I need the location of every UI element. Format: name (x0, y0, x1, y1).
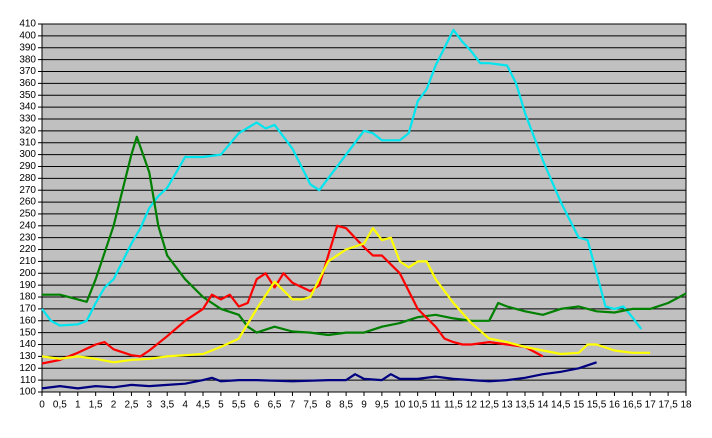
plot-area (42, 24, 686, 392)
x-tick-label: 11 (430, 400, 441, 411)
x-tick-label: 3 (147, 400, 153, 411)
x-tick-label: 4,5 (196, 400, 210, 411)
x-tick-label: 9,5 (375, 400, 389, 411)
y-tick-label: 300 (19, 149, 36, 160)
y-tick-label: 100 (19, 387, 36, 398)
x-tick-label: 16 (609, 400, 621, 411)
x-tick-label: 6 (254, 400, 260, 411)
x-tick-label: 10 (394, 400, 406, 411)
x-tick-label: 8 (325, 400, 331, 411)
x-tick-label: 10,5 (408, 400, 428, 411)
x-tick-label: 5 (218, 400, 224, 411)
y-tick-label: 390 (19, 42, 36, 53)
y-tick-label: 250 (19, 209, 36, 220)
y-tick-label: 200 (19, 268, 36, 279)
y-tick-label: 170 (19, 304, 36, 315)
x-tick-label: 13 (502, 400, 514, 411)
x-tick-label: 15,5 (587, 400, 607, 411)
x-tick-label: 1 (75, 400, 81, 411)
y-tick-label: 160 (19, 315, 36, 326)
y-tick-label: 240 (19, 220, 36, 231)
y-tick-label: 270 (19, 185, 36, 196)
y-tick-label: 140 (19, 339, 36, 350)
x-tick-label: 14 (537, 400, 549, 411)
x-tick-label: 13,5 (515, 400, 535, 411)
y-tick-label: 280 (19, 173, 36, 184)
x-tick-label: 4 (182, 400, 188, 411)
x-tick-label: 14,5 (551, 400, 571, 411)
x-tick-label: 2,5 (124, 400, 138, 411)
y-tick-label: 130 (19, 351, 36, 362)
x-tick-label: 7,5 (303, 400, 317, 411)
y-tick-label: 120 (19, 363, 36, 374)
series-line (41, 28, 643, 330)
series-line (41, 224, 544, 365)
y-tick-label: 150 (19, 327, 36, 338)
x-tick-label: 16,5 (623, 400, 643, 411)
y-tick-label: 370 (19, 66, 36, 77)
x-tick-label: 8,5 (339, 400, 353, 411)
x-tick-label: 12 (466, 400, 478, 411)
x-tick-label: 0 (39, 400, 45, 411)
x-tick-label: 15 (573, 400, 585, 411)
plot-border (41, 23, 687, 393)
y-tick-label: 340 (19, 102, 36, 113)
x-tick-label: 17 (645, 400, 657, 411)
x-tick-label: 1,5 (89, 400, 103, 411)
y-tick-label: 380 (19, 54, 36, 65)
y-tick-label: 290 (19, 161, 36, 172)
y-tick-label: 190 (19, 280, 36, 291)
x-tick-label: 0,5 (53, 400, 67, 411)
x-tick-label: 2 (111, 400, 117, 411)
x-tick-label: 12,5 (479, 400, 499, 411)
x-tick-label: 9 (361, 400, 367, 411)
y-tick-label: 180 (19, 292, 36, 303)
series-line (41, 361, 597, 390)
x-tick-label: 5,5 (232, 400, 246, 411)
x-tick-label: 11,5 (444, 400, 463, 411)
y-tick-label: 320 (19, 125, 36, 136)
x-tick-label: 7 (290, 400, 296, 411)
y-tick-label: 350 (19, 90, 36, 101)
y-tick-label: 310 (19, 137, 36, 148)
y-tick-label: 220 (19, 244, 36, 255)
x-tick-label: 18 (680, 400, 692, 411)
series-line (41, 227, 651, 364)
y-tick-label: 410 (19, 19, 36, 30)
y-tick-label: 330 (19, 114, 36, 125)
y-tick-label: 260 (19, 197, 36, 208)
y-tick-label: 230 (19, 232, 36, 243)
x-tick-label: 17,5 (658, 400, 678, 411)
y-tick-label: 400 (19, 31, 36, 42)
x-tick-label: 3,5 (160, 400, 174, 411)
y-tick-label: 360 (19, 78, 36, 89)
y-tick-label: 110 (20, 375, 36, 386)
y-tick-label: 210 (19, 256, 36, 267)
series-line (42, 135, 687, 337)
x-tick-label: 6,5 (268, 400, 282, 411)
